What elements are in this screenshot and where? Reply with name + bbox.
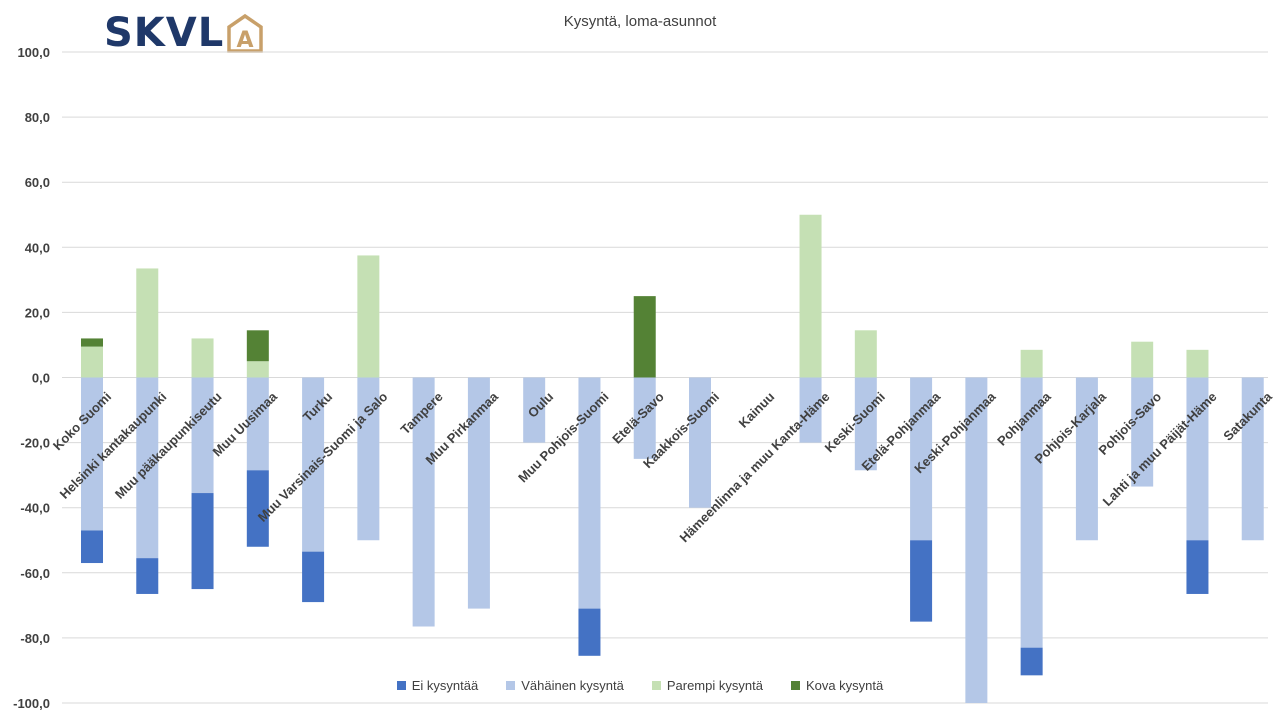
bar-segment <box>578 377 601 609</box>
bar-segment <box>523 377 546 443</box>
bar-segment <box>854 330 877 378</box>
y-tick-label: -100,0 <box>13 696 50 711</box>
bar-segment <box>1020 349 1043 378</box>
legend-swatch <box>790 681 800 690</box>
bar-segment <box>910 377 933 541</box>
legend-swatch <box>396 681 406 690</box>
bar-segment <box>81 530 103 564</box>
logo-house-letter: A <box>237 28 254 53</box>
y-tick-label: 100,0 <box>17 45 50 60</box>
bar-segment <box>854 377 877 471</box>
legend-item-parempi-kysynta: Parempi kysyntä <box>651 678 763 693</box>
bar-segment <box>81 338 103 347</box>
category-label: Kainuu <box>736 389 778 431</box>
bar-segment <box>136 268 159 378</box>
bar-segment <box>1020 647 1043 676</box>
bar-segment <box>799 377 822 443</box>
chart-legend: Ei kysyntää Vähäinen kysyntä Parempi kys… <box>0 678 1280 693</box>
bar-segment <box>633 296 656 378</box>
bar-segment <box>1075 377 1098 541</box>
bar-segment <box>965 377 988 703</box>
bar-segment <box>81 346 103 378</box>
chart-title: Kysyntä, loma-asunnot <box>563 13 717 30</box>
y-tick-label: -80,0 <box>20 631 50 646</box>
bar-segment <box>136 558 159 594</box>
bar-segment <box>1131 341 1154 378</box>
bar-segment <box>136 377 159 559</box>
logo-house-icon: A <box>227 13 263 53</box>
legend-label: Parempi kysyntä <box>666 678 763 693</box>
legend-label: Kova kysyntä <box>805 678 884 693</box>
bar-segment <box>1241 377 1264 541</box>
bar-segment <box>1131 377 1154 487</box>
y-tick-label: 80,0 <box>25 110 50 125</box>
y-tick-label: 60,0 <box>25 175 50 190</box>
bar-segment <box>246 470 269 547</box>
y-tick-label: 40,0 <box>25 240 50 255</box>
y-tick-label: -60,0 <box>20 566 50 581</box>
y-tick-label: -20,0 <box>20 436 50 451</box>
bar-segment <box>191 493 214 590</box>
bar-segment <box>1020 377 1043 648</box>
legend-item-kova-kysynta: Kova kysyntä <box>790 678 884 693</box>
bar-segment <box>191 377 214 494</box>
bar-segment <box>1186 540 1209 594</box>
bar-segment <box>357 255 380 378</box>
bar-segment <box>302 551 325 603</box>
bar-segment <box>412 377 435 627</box>
bar-segment <box>799 214 822 378</box>
y-tick-label: -40,0 <box>20 501 50 516</box>
bar-segment <box>246 330 269 362</box>
bar-segment <box>81 377 103 531</box>
legend-label: Vähäinen kysyntä <box>521 678 624 693</box>
bar-segment <box>689 377 711 508</box>
bar-segment <box>910 540 933 622</box>
bar-segment <box>633 377 656 459</box>
bar-segment <box>467 377 490 609</box>
bar-segment <box>246 377 269 471</box>
bar-segment <box>302 377 325 552</box>
legend-item-vahainen-kysynta: Vähäinen kysyntä <box>506 678 624 693</box>
legend-item-ei-kysyntaa: Ei kysyntää <box>396 678 479 693</box>
legend-swatch <box>651 681 661 690</box>
bar-segment <box>578 608 601 656</box>
bar-segment <box>1186 377 1209 541</box>
legend-swatch <box>506 681 516 690</box>
y-tick-label: 20,0 <box>25 305 50 320</box>
bar-segment <box>246 361 269 378</box>
bar-segment <box>1186 349 1209 378</box>
bar-segment <box>357 377 380 541</box>
logo-text: SKVL <box>104 10 225 56</box>
y-tick-label: 0,0 <box>32 371 50 386</box>
legend-label: Ei kysyntää <box>411 678 479 693</box>
bar-segment <box>191 338 214 378</box>
skvl-logo: SKVL A <box>104 10 264 56</box>
